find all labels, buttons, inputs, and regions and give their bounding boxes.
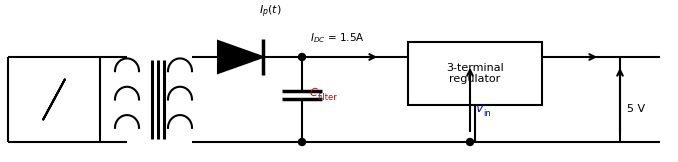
- Circle shape: [466, 139, 473, 145]
- Circle shape: [298, 53, 306, 60]
- Text: in: in: [483, 109, 491, 118]
- Polygon shape: [218, 41, 263, 73]
- Text: C: C: [310, 87, 318, 98]
- Text: 5 V: 5 V: [627, 104, 645, 114]
- Text: 3-terminal
regulator: 3-terminal regulator: [446, 63, 504, 84]
- Text: $I_{DC}$ = 1.5A: $I_{DC}$ = 1.5A: [310, 31, 365, 45]
- Circle shape: [298, 139, 306, 145]
- Text: filter: filter: [318, 93, 338, 102]
- Bar: [408, 42, 542, 105]
- Text: V: V: [475, 104, 483, 114]
- Text: $I_p(t)$: $I_p(t)$: [259, 4, 281, 20]
